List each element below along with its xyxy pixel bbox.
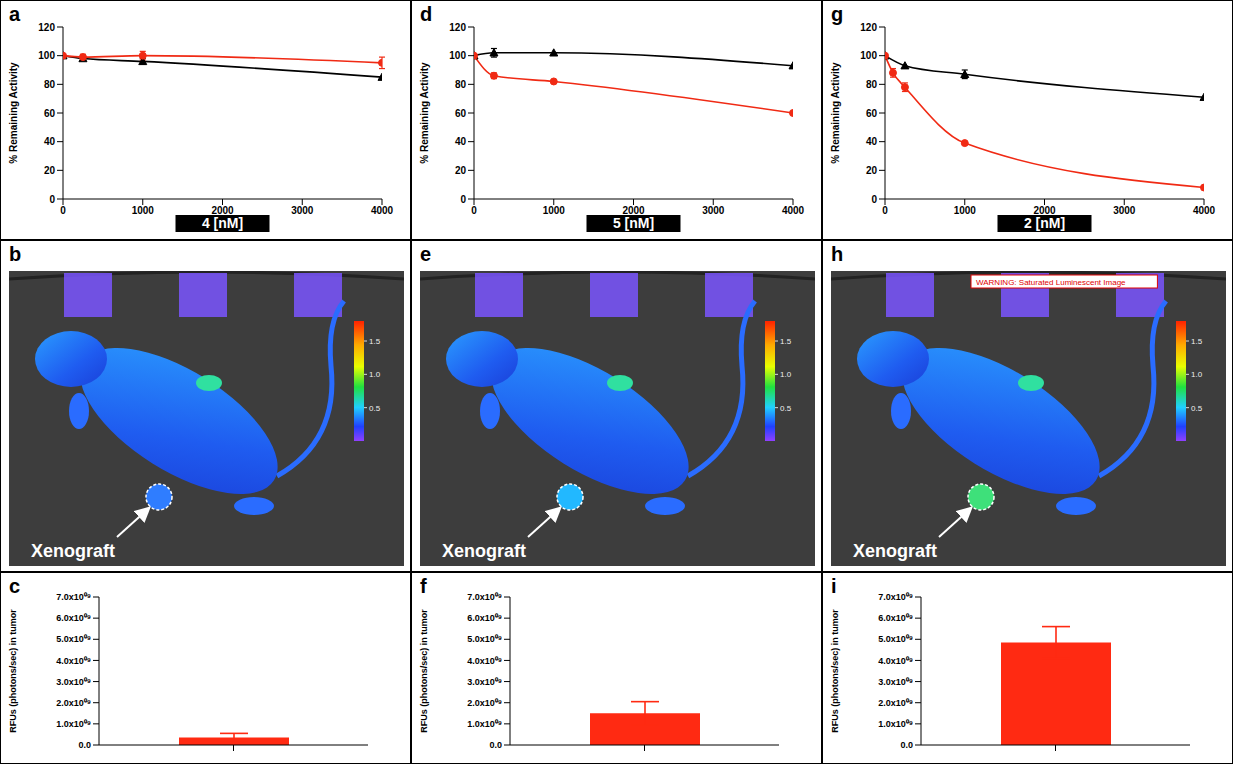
html-text:c: c xyxy=(9,575,21,597)
svg-text:3000: 3000 xyxy=(291,205,314,216)
svg-text:20: 20 xyxy=(455,165,467,176)
svg-text:0.5: 0.5 xyxy=(780,404,792,413)
svg-text:40: 40 xyxy=(866,136,878,147)
html-text:i: i xyxy=(831,575,837,597)
svg-text:20: 20 xyxy=(44,165,56,176)
html-text:d: d xyxy=(420,3,433,25)
svg-text:2.0x10⁰⁹: 2.0x10⁰⁹ xyxy=(467,698,502,708)
svg-text:0: 0 xyxy=(460,194,466,205)
svg-text:6.0x10⁰⁹: 6.0x10⁰⁹ xyxy=(467,613,502,623)
svg-text:1.5: 1.5 xyxy=(780,337,792,346)
svg-text:RFUs (photons/sec) in tumor: RFUs (photons/sec) in tumor xyxy=(830,609,840,733)
svg-text:60: 60 xyxy=(866,108,878,119)
svg-text:4.0x10⁰⁹: 4.0x10⁰⁹ xyxy=(467,656,502,666)
svg-text:60: 60 xyxy=(44,108,56,119)
svg-text:80: 80 xyxy=(44,79,56,90)
svg-text:% Remaining Activity: % Remaining Activity xyxy=(830,62,841,164)
svg-text:4000: 4000 xyxy=(1193,205,1216,216)
svg-text:5.0x10⁰⁹: 5.0x10⁰⁹ xyxy=(56,634,91,644)
svg-text:3000: 3000 xyxy=(1113,205,1136,216)
svg-text:2000: 2000 xyxy=(1033,205,1056,216)
svg-text:120: 120 xyxy=(38,22,55,33)
svg-text:4000: 4000 xyxy=(782,205,805,216)
svg-text:1.0x10⁰⁹: 1.0x10⁰⁹ xyxy=(467,719,502,729)
svg-text:Xenograft: Xenograft xyxy=(853,541,937,561)
svg-text:5 [nM]: 5 [nM] xyxy=(613,215,654,231)
svg-text:4 [nM]: 4 [nM] xyxy=(202,215,243,231)
svg-text:5.0x10⁰⁹: 5.0x10⁰⁹ xyxy=(467,634,502,644)
svg-text:0.5: 0.5 xyxy=(1191,404,1203,413)
svg-text:1.5: 1.5 xyxy=(1191,337,1203,346)
html-text:a: a xyxy=(9,3,21,25)
svg-text:4000: 4000 xyxy=(371,205,394,216)
svg-text:40: 40 xyxy=(44,136,56,147)
svg-text:20: 20 xyxy=(866,165,878,176)
svg-text:% Remaining Activity: % Remaining Activity xyxy=(8,62,19,164)
svg-text:% Remaining Activity: % Remaining Activity xyxy=(419,62,430,164)
svg-text:6.0x10⁰⁹: 6.0x10⁰⁹ xyxy=(56,613,91,623)
svg-text:Xenograft: Xenograft xyxy=(442,541,526,561)
svg-text:1.0x10⁰⁹: 1.0x10⁰⁹ xyxy=(878,719,913,729)
svg-text:1000: 1000 xyxy=(543,205,566,216)
svg-text:RFUs (photons/sec) in tumor: RFUs (photons/sec) in tumor xyxy=(419,609,429,733)
svg-text:1.0: 1.0 xyxy=(369,370,381,379)
svg-text:RFUs (photons/sec) in tumor: RFUs (photons/sec) in tumor xyxy=(8,609,18,733)
svg-text:80: 80 xyxy=(866,79,878,90)
svg-text:0.0: 0.0 xyxy=(78,740,91,750)
svg-text:7.0x10⁰⁹: 7.0x10⁰⁹ xyxy=(878,592,913,602)
svg-text:7.0x10⁰⁹: 7.0x10⁰⁹ xyxy=(56,592,91,602)
svg-text:3000: 3000 xyxy=(702,205,725,216)
html-text:g: g xyxy=(831,3,844,25)
svg-text:3.0x10⁰⁹: 3.0x10⁰⁹ xyxy=(467,677,502,687)
svg-text:1.0: 1.0 xyxy=(780,370,792,379)
svg-text:0.0: 0.0 xyxy=(489,740,502,750)
svg-text:6.0x10⁰⁹: 6.0x10⁰⁹ xyxy=(878,613,913,623)
svg-text:0: 0 xyxy=(471,205,477,216)
svg-text:0: 0 xyxy=(49,194,55,205)
svg-text:40: 40 xyxy=(455,136,467,147)
svg-text:1.5: 1.5 xyxy=(369,337,381,346)
svg-text:5.0x10⁰⁹: 5.0x10⁰⁹ xyxy=(878,634,913,644)
svg-text:100: 100 xyxy=(38,50,55,61)
svg-text:2000: 2000 xyxy=(622,205,645,216)
svg-text:4.0x10⁰⁹: 4.0x10⁰⁹ xyxy=(878,656,913,666)
svg-text:1.0x10⁰⁹: 1.0x10⁰⁹ xyxy=(56,719,91,729)
svg-text:100: 100 xyxy=(860,50,877,61)
svg-text:2 [nM]: 2 [nM] xyxy=(1024,215,1065,231)
svg-text:0: 0 xyxy=(882,205,888,216)
svg-text:3.0x10⁰⁹: 3.0x10⁰⁹ xyxy=(878,677,913,687)
svg-text:3.0x10⁰⁹: 3.0x10⁰⁹ xyxy=(56,677,91,687)
svg-text:7.0x10⁰⁹: 7.0x10⁰⁹ xyxy=(467,592,502,602)
svg-text:0: 0 xyxy=(871,194,877,205)
svg-text:60: 60 xyxy=(455,108,467,119)
html-text:b: b xyxy=(9,243,22,265)
html-text:f: f xyxy=(420,575,427,597)
svg-text:Xenograft: Xenograft xyxy=(31,541,115,561)
html-text:h: h xyxy=(831,243,844,265)
svg-text:80: 80 xyxy=(455,79,467,90)
svg-text:2.0x10⁰⁹: 2.0x10⁰⁹ xyxy=(878,698,913,708)
svg-text:1000: 1000 xyxy=(954,205,977,216)
svg-text:120: 120 xyxy=(860,22,877,33)
svg-text:0: 0 xyxy=(60,205,66,216)
svg-text:120: 120 xyxy=(449,22,466,33)
svg-text:1.0: 1.0 xyxy=(1191,370,1203,379)
svg-text:1000: 1000 xyxy=(132,205,155,216)
svg-text:2.0x10⁰⁹: 2.0x10⁰⁹ xyxy=(56,698,91,708)
svg-text:2000: 2000 xyxy=(211,205,234,216)
svg-text:WARNING: Saturated Luminescent: WARNING: Saturated Luminescent Image xyxy=(976,278,1126,287)
svg-text:4.0x10⁰⁹: 4.0x10⁰⁹ xyxy=(56,656,91,666)
svg-text:0.5: 0.5 xyxy=(369,404,381,413)
svg-text:100: 100 xyxy=(449,50,466,61)
svg-text:0.0: 0.0 xyxy=(900,740,913,750)
html-text:e: e xyxy=(420,243,432,265)
